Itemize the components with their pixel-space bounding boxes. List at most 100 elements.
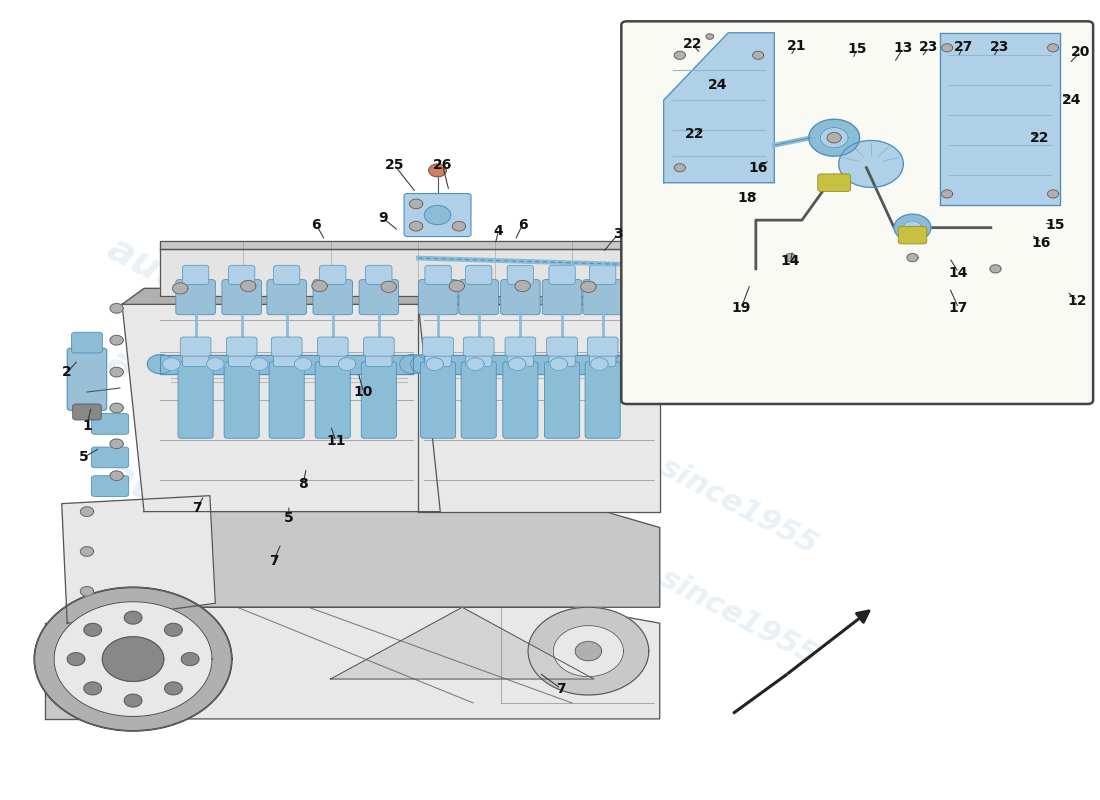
FancyBboxPatch shape xyxy=(314,280,352,314)
Polygon shape xyxy=(674,164,685,172)
Polygon shape xyxy=(808,119,859,156)
Polygon shape xyxy=(1047,190,1058,198)
FancyBboxPatch shape xyxy=(73,404,101,420)
Polygon shape xyxy=(80,586,94,596)
Text: autoparts since1955: autoparts since1955 xyxy=(497,480,823,671)
Text: 15: 15 xyxy=(1046,218,1065,232)
Text: autoparts since1955: autoparts since1955 xyxy=(497,368,823,559)
FancyBboxPatch shape xyxy=(316,362,350,438)
Text: 12: 12 xyxy=(1068,294,1087,308)
FancyBboxPatch shape xyxy=(359,280,398,314)
Polygon shape xyxy=(110,439,123,449)
Text: 23: 23 xyxy=(990,40,1009,54)
Polygon shape xyxy=(110,403,123,413)
Polygon shape xyxy=(182,653,199,666)
Polygon shape xyxy=(45,623,133,719)
Polygon shape xyxy=(84,623,101,636)
Polygon shape xyxy=(908,254,918,262)
FancyBboxPatch shape xyxy=(420,362,455,438)
FancyBboxPatch shape xyxy=(461,362,496,438)
Polygon shape xyxy=(399,354,426,374)
Polygon shape xyxy=(575,642,602,661)
Text: 14: 14 xyxy=(949,266,968,280)
Polygon shape xyxy=(34,587,232,731)
FancyBboxPatch shape xyxy=(229,266,255,285)
Polygon shape xyxy=(161,354,412,374)
Text: 18: 18 xyxy=(738,191,757,206)
Text: 6: 6 xyxy=(518,218,527,232)
FancyBboxPatch shape xyxy=(361,362,396,438)
Polygon shape xyxy=(942,190,953,198)
Polygon shape xyxy=(84,682,101,694)
FancyBboxPatch shape xyxy=(549,266,575,285)
Polygon shape xyxy=(426,358,443,370)
FancyBboxPatch shape xyxy=(542,280,582,314)
Text: 14: 14 xyxy=(781,254,800,268)
Polygon shape xyxy=(312,281,328,291)
Polygon shape xyxy=(942,44,953,52)
FancyBboxPatch shape xyxy=(91,476,129,497)
Polygon shape xyxy=(338,358,355,370)
Polygon shape xyxy=(553,626,624,677)
Polygon shape xyxy=(821,127,848,148)
FancyBboxPatch shape xyxy=(270,362,305,438)
Polygon shape xyxy=(418,288,660,304)
Polygon shape xyxy=(449,281,464,291)
Polygon shape xyxy=(706,34,714,39)
Text: 21: 21 xyxy=(786,39,806,53)
FancyBboxPatch shape xyxy=(272,337,302,356)
Text: 16: 16 xyxy=(748,161,768,174)
FancyBboxPatch shape xyxy=(180,337,211,356)
Text: 6: 6 xyxy=(311,218,321,232)
Polygon shape xyxy=(625,286,640,298)
Polygon shape xyxy=(295,358,312,370)
FancyBboxPatch shape xyxy=(67,348,107,410)
FancyBboxPatch shape xyxy=(463,337,494,356)
Polygon shape xyxy=(122,288,440,304)
Text: 24: 24 xyxy=(1062,94,1081,107)
Text: 4: 4 xyxy=(494,224,504,238)
FancyBboxPatch shape xyxy=(267,280,307,314)
Polygon shape xyxy=(614,354,640,374)
FancyBboxPatch shape xyxy=(465,266,492,285)
Text: 13: 13 xyxy=(893,41,913,54)
Text: 1: 1 xyxy=(82,418,91,433)
FancyBboxPatch shape xyxy=(227,337,257,356)
Text: autoparts since1955: autoparts since1955 xyxy=(101,230,516,474)
FancyBboxPatch shape xyxy=(363,337,394,356)
FancyBboxPatch shape xyxy=(590,266,616,285)
Polygon shape xyxy=(110,367,123,377)
Polygon shape xyxy=(124,611,142,624)
Polygon shape xyxy=(418,304,660,512)
Text: 25: 25 xyxy=(384,158,404,172)
Text: 19: 19 xyxy=(732,301,751,315)
Polygon shape xyxy=(54,602,212,717)
Polygon shape xyxy=(165,623,183,636)
Text: 16: 16 xyxy=(1032,236,1052,250)
Polygon shape xyxy=(894,214,931,241)
FancyBboxPatch shape xyxy=(422,337,453,356)
Polygon shape xyxy=(122,304,440,512)
Polygon shape xyxy=(110,335,123,345)
Text: autoparts since1955: autoparts since1955 xyxy=(101,342,516,586)
Polygon shape xyxy=(903,221,922,234)
FancyBboxPatch shape xyxy=(425,342,451,366)
FancyBboxPatch shape xyxy=(817,174,850,191)
FancyBboxPatch shape xyxy=(583,280,623,314)
FancyBboxPatch shape xyxy=(500,280,540,314)
Text: 17: 17 xyxy=(949,301,968,315)
Polygon shape xyxy=(163,358,180,370)
FancyBboxPatch shape xyxy=(549,342,575,366)
FancyBboxPatch shape xyxy=(318,337,348,356)
Polygon shape xyxy=(429,164,447,177)
Polygon shape xyxy=(425,206,451,225)
FancyBboxPatch shape xyxy=(178,362,213,438)
Text: 5: 5 xyxy=(284,511,294,525)
Polygon shape xyxy=(155,512,660,607)
Polygon shape xyxy=(591,358,608,370)
Text: 3: 3 xyxy=(613,227,623,241)
FancyBboxPatch shape xyxy=(365,266,392,285)
Text: 24: 24 xyxy=(708,78,728,91)
Text: 7: 7 xyxy=(557,682,565,695)
Polygon shape xyxy=(241,281,256,291)
